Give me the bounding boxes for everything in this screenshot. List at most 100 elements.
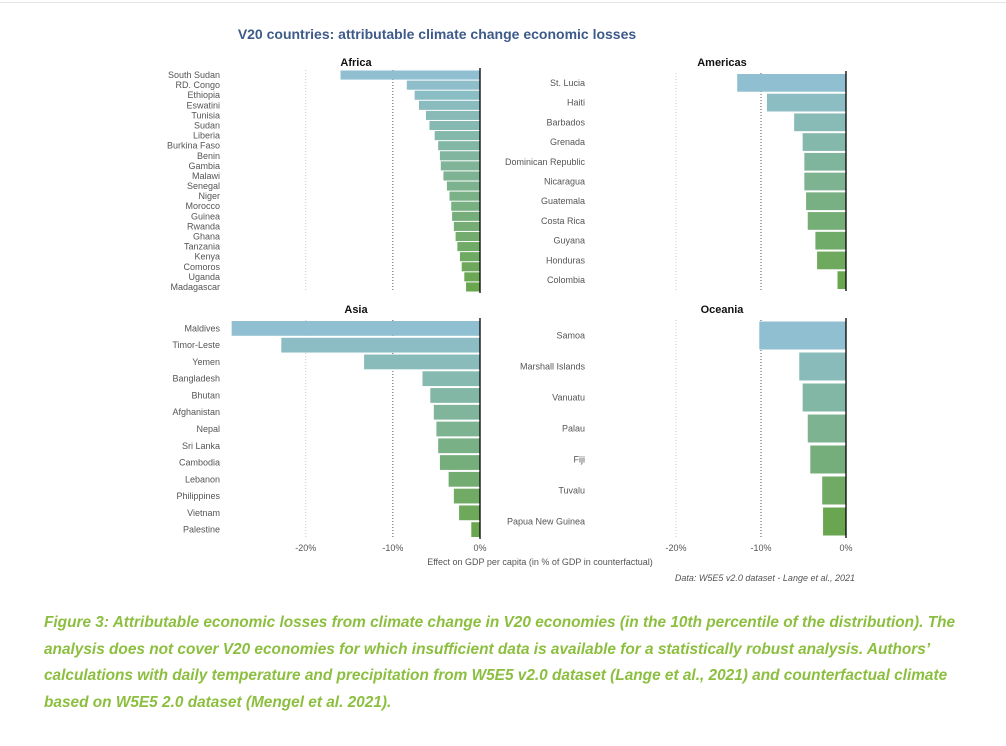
bar-senegal: [446, 181, 480, 191]
bar-lebanon: [448, 471, 480, 487]
bar-papua-new-guinea: [823, 507, 846, 536]
bar-rwanda: [453, 221, 480, 231]
bar-yemen: [364, 354, 480, 370]
category-label-morocco: Morocco: [185, 201, 220, 211]
bar-marshall-islands: [799, 352, 846, 381]
category-label-st-lucia: St. Lucia: [550, 78, 585, 88]
bar-bhutan: [430, 388, 480, 403]
category-label-honduras: Honduras: [546, 255, 586, 265]
bar-colombia: [837, 271, 846, 289]
bar-rd-congo: [406, 80, 480, 90]
panel-asia: Asia Maldives Timor-Leste Yemen Bangladesh Bh…: [172, 304, 481, 539]
bar-sri-lanka: [438, 438, 480, 454]
bar-palau: [807, 414, 846, 443]
category-label-papua-new-guinea: Papua New Guinea: [507, 517, 585, 527]
category-label-senegal: Senegal: [187, 181, 220, 191]
bar-tanzania: [457, 242, 480, 252]
tick-label-right-1: -10%: [750, 543, 771, 553]
category-label-fiji: Fiji: [574, 455, 586, 465]
bar-morocco: [451, 201, 480, 211]
tick-label-left-2: 0%: [473, 543, 486, 553]
category-label-marshall-islands: Marshall Islands: [520, 362, 586, 372]
bar-palestine: [471, 522, 480, 537]
category-label-uganda: Uganda: [188, 272, 220, 282]
bar-liberia: [434, 131, 480, 141]
category-label-dominican-republic: Dominican Republic: [505, 157, 586, 167]
chart-svg: V20 countries: attributable climate chan…: [167, 26, 855, 583]
bar-ethiopia: [414, 90, 480, 100]
bar-niger: [449, 191, 480, 201]
category-label-tanzania: Tanzania: [184, 242, 220, 252]
category-label-lebanon: Lebanon: [185, 474, 220, 484]
category-label-eswatini: Eswatini: [186, 100, 220, 110]
category-label-liberia: Liberia: [193, 131, 220, 141]
category-label-rd-congo: RD. Congo: [175, 80, 220, 90]
category-label-sri-lanka: Sri Lanka: [182, 441, 220, 451]
bar-vanuatu: [802, 383, 846, 412]
panel-title-oceania: Oceania: [701, 304, 745, 316]
bar-uganda: [464, 272, 480, 282]
bar-comoros: [461, 262, 480, 272]
bar-benin: [439, 151, 480, 161]
category-label-nepal: Nepal: [196, 424, 220, 434]
category-label-vanuatu: Vanuatu: [552, 393, 585, 403]
bar-madagascar: [466, 282, 480, 292]
category-label-bhutan: Bhutan: [191, 390, 220, 400]
source-note: Data: W5E5 v2.0 dataset - Lange et al., …: [675, 573, 855, 583]
bar-vietnam: [459, 505, 480, 521]
category-label-nicaragua: Nicaragua: [544, 177, 585, 187]
category-label-bangladesh: Bangladesh: [172, 374, 220, 384]
bar-costa-rica: [807, 212, 846, 230]
category-label-palestine: Palestine: [183, 525, 220, 535]
category-label-samoa: Samoa: [556, 331, 585, 341]
bar-tuvalu: [822, 476, 846, 505]
bar-sudan: [429, 120, 480, 131]
tick-label-left-0: -20%: [295, 543, 316, 553]
bar-bangladesh: [422, 371, 480, 387]
bar-burkina-faso: [438, 141, 480, 151]
panel-title-americas: Americas: [697, 57, 747, 69]
category-label-rwanda: Rwanda: [187, 221, 220, 231]
bar-nepal: [436, 421, 480, 437]
bar-ghana: [455, 231, 480, 242]
bar-gambia: [440, 161, 480, 171]
panel-oceania: Oceania Samoa Marshall Islands Vanuatu Palau…: [507, 304, 847, 538]
x-axis-title: Effect on GDP per capita (in % of GDP in…: [427, 557, 653, 567]
category-label-palau: Palau: [562, 424, 585, 434]
tick-label-right-0: -20%: [665, 543, 686, 553]
category-label-cambodia: Cambodia: [179, 458, 220, 468]
category-label-barbados: Barbados: [546, 117, 585, 127]
bar-maldives: [231, 321, 480, 336]
tick-label-right-2: 0%: [839, 543, 852, 553]
bar-timor-leste: [281, 337, 480, 353]
bar-barbados: [794, 113, 846, 132]
bar-south-sudan: [340, 70, 480, 80]
bar-st-lucia: [737, 74, 846, 92]
category-label-comoros: Comoros: [183, 262, 220, 272]
category-label-burkina-faso: Burkina Faso: [167, 141, 220, 151]
category-label-malawi: Malawi: [192, 171, 220, 181]
category-label-gambia: Gambia: [188, 161, 220, 171]
bar-guyana: [815, 231, 846, 250]
category-label-yemen: Yemen: [192, 357, 220, 367]
category-label-afghanistan: Afghanistan: [172, 407, 220, 417]
bar-cambodia: [439, 455, 480, 470]
bar-philippines: [453, 488, 480, 504]
category-label-niger: Niger: [198, 191, 220, 201]
bar-grenada: [802, 133, 846, 151]
panel-title-asia: Asia: [344, 304, 368, 316]
tick-label-left-1: -10%: [382, 543, 403, 553]
category-label-benin: Benin: [197, 151, 220, 161]
category-label-kenya: Kenya: [194, 252, 220, 262]
bar-samoa: [759, 321, 846, 350]
bar-honduras: [817, 251, 846, 270]
category-label-timor-leste: Timor-Leste: [172, 340, 220, 350]
chart-title: V20 countries: attributable climate chan…: [238, 26, 637, 42]
category-label-grenada: Grenada: [550, 137, 585, 147]
bar-tunisia: [425, 110, 480, 120]
category-label-guatemala: Guatemala: [541, 196, 585, 206]
category-label-guinea: Guinea: [191, 211, 220, 221]
category-label-south-sudan: South Sudan: [168, 70, 220, 80]
category-label-sudan: Sudan: [194, 121, 220, 131]
panel-americas: Americas St. Lucia Haiti Barbados Grenada Dom…: [505, 57, 847, 291]
